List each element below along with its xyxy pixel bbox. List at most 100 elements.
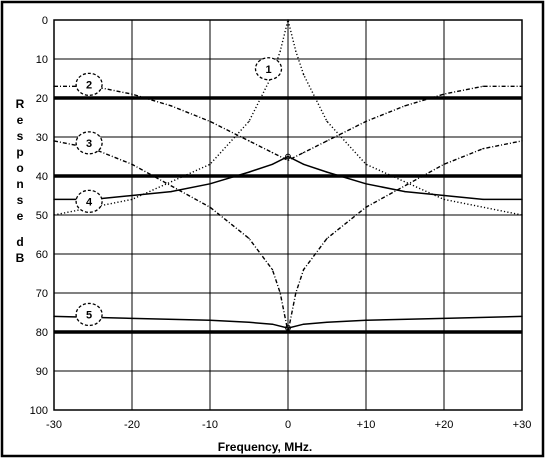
- series-4-point: [248, 171, 250, 173]
- series-2-point: [365, 120, 367, 123]
- y-label-char: B: [16, 251, 25, 265]
- series-4-point: [209, 183, 211, 185]
- series-2-point: [404, 105, 406, 107]
- series-1-point: [443, 198, 445, 201]
- series-4-point: [404, 190, 406, 193]
- series-3-point: [279, 292, 281, 294]
- y-tick-label: 70: [36, 288, 48, 300]
- series-5-point: [287, 327, 289, 329]
- callout-4-circle: [75, 189, 103, 214]
- series-4-point: [482, 198, 484, 201]
- series-5-point: [302, 323, 305, 325]
- y-tick-label: 100: [30, 405, 48, 417]
- callout-1-circle: [254, 57, 283, 81]
- x-axis-label: Frequency, MHz.: [218, 440, 312, 454]
- callout-5-circle: [75, 302, 103, 327]
- series-2-point: [287, 159, 289, 162]
- y-label-char: d: [16, 235, 23, 249]
- x-tick-label: +30: [513, 419, 532, 431]
- series-2-point: [170, 105, 172, 107]
- series-4-point: [170, 190, 172, 193]
- y-tick-label: 90: [36, 366, 48, 378]
- series-2-point: [326, 140, 328, 142]
- series-3-point: [131, 163, 133, 165]
- series-5-point: [131, 317, 133, 320]
- series-3-point: [326, 237, 328, 240]
- series-5-point: [271, 323, 274, 325]
- callout-5-label: 5: [86, 309, 92, 321]
- series-2-point: [482, 85, 484, 88]
- series-5-point: [365, 319, 367, 321]
- plot-frame: [53, 19, 523, 411]
- series-3-point: [248, 237, 250, 240]
- series-2-line: [54, 85, 522, 162]
- series-3-point: [287, 331, 289, 333]
- series-5-point: [248, 321, 250, 323]
- series-3-point: [365, 206, 367, 208]
- callout-2-label: 2: [86, 79, 92, 91]
- x-tick-label: -20: [124, 419, 140, 431]
- series-layer: [53, 19, 523, 333]
- y-label-char: p: [16, 145, 23, 159]
- y-tick-label: 50: [36, 210, 48, 222]
- callout-4-label: 4: [86, 196, 93, 208]
- series-1-point: [326, 120, 328, 123]
- y-tick-label: 40: [36, 171, 48, 183]
- series-4-point: [326, 171, 328, 173]
- y-label-char: s: [17, 129, 24, 143]
- series-5-point: [209, 319, 211, 321]
- series-2-point: [131, 93, 133, 95]
- series-1-point: [302, 73, 305, 76]
- series-3-point: [482, 148, 484, 150]
- y-label-char: e: [17, 209, 24, 223]
- series-2-point: [443, 93, 445, 95]
- series-4-point: [271, 163, 274, 165]
- series-4-point: [302, 163, 305, 165]
- y-tick-label: 60: [36, 249, 48, 261]
- callout-3-label: 3: [86, 138, 92, 150]
- y-tick-label: 80: [36, 327, 48, 339]
- y-tick-label: 0: [42, 15, 48, 27]
- y-label-char: e: [17, 113, 24, 127]
- series-1-point: [279, 50, 281, 52]
- callouts: 1 2 3 4 5: [75, 57, 283, 327]
- callout-1-label: 1: [265, 64, 271, 76]
- y-tick-label: 30: [36, 132, 48, 144]
- y-label-char: n: [16, 177, 23, 191]
- series-1-point: [295, 50, 297, 52]
- y-tick-label: 10: [36, 54, 48, 66]
- x-tick-label: -10: [202, 419, 218, 431]
- series-3-point: [271, 268, 274, 271]
- series-4-point: [287, 155, 289, 158]
- series-4-point: [443, 194, 445, 197]
- series-1-point: [248, 120, 250, 123]
- x-tick-label: 0: [285, 419, 291, 431]
- series-2-point: [209, 120, 211, 123]
- x-tick-label: +10: [357, 419, 376, 431]
- series-2-point: [271, 151, 274, 154]
- series-5-point: [443, 317, 445, 320]
- y-ticks: 0 10 20 30 40 50 60 70 80 90 100: [30, 15, 48, 417]
- series-4-point: [131, 194, 133, 197]
- series-2-point: [302, 151, 305, 154]
- series-1-point: [131, 198, 133, 201]
- grid: [54, 20, 522, 410]
- series-3-point: [443, 163, 445, 165]
- series-4-point: [365, 183, 367, 185]
- y-label-char: R: [16, 97, 25, 111]
- series-3-point: [302, 268, 305, 271]
- series-1-point: [365, 163, 367, 165]
- y-tick-label: 20: [36, 93, 48, 105]
- series-3-point: [209, 206, 211, 208]
- y-label-char: o: [16, 161, 23, 175]
- x-tick-label: +20: [435, 419, 454, 431]
- series-5-point: [326, 321, 328, 323]
- y-label-char: s: [17, 193, 24, 207]
- center-marker: [285, 325, 291, 332]
- series-2-point: [248, 140, 250, 142]
- x-ticks: -30 -20 -10 0 +10 +20 +30: [46, 419, 531, 431]
